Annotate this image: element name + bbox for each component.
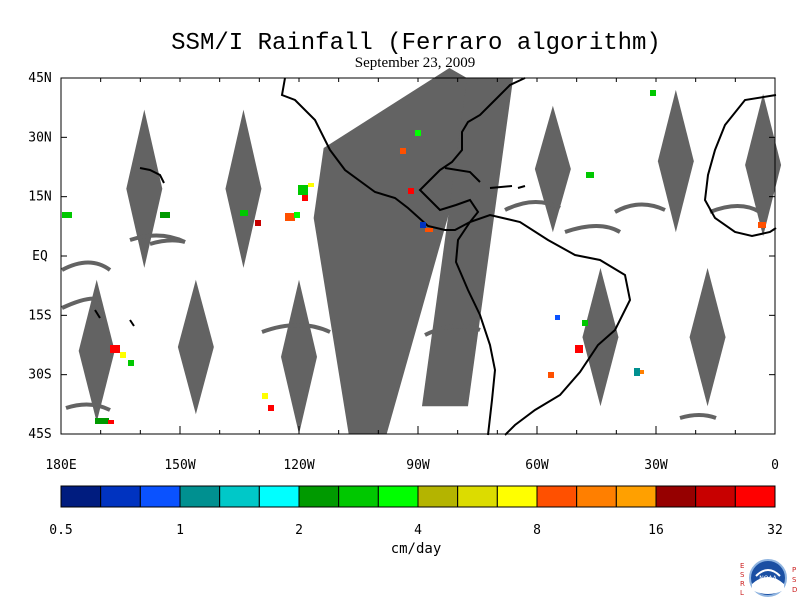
colorbar-tick-label: 2 xyxy=(295,523,303,538)
africa-coast xyxy=(703,94,777,238)
no-data-arcs xyxy=(61,200,762,420)
colorbar-swatch xyxy=(219,485,260,508)
no-data-swath xyxy=(745,93,782,237)
colorbar-swatch xyxy=(576,485,617,508)
no-data-swath xyxy=(313,68,485,434)
longitude-tick-label: 180E xyxy=(45,458,76,473)
longitude-tick-label: 30W xyxy=(644,458,668,473)
colorbar-swatch xyxy=(615,485,657,508)
no-data-swath xyxy=(281,279,317,434)
logo-letter-left-2: S xyxy=(740,571,745,579)
logo-letter-right-3: D xyxy=(792,586,797,594)
logo-letter-right-2: S xyxy=(792,576,797,584)
colorbar-swatch xyxy=(100,485,141,508)
south-america-coast xyxy=(454,213,632,436)
colorbar-tick-label: 16 xyxy=(648,523,664,538)
colorbar-swatch xyxy=(139,485,181,508)
longitude-tick-label: 90W xyxy=(406,458,430,473)
coastlines xyxy=(94,77,777,436)
colorbar-tick-label: 32 xyxy=(767,523,783,538)
hawaii-islands xyxy=(139,167,165,184)
colorbar xyxy=(60,485,776,508)
latitude-tick-label: 30S xyxy=(28,368,51,383)
caribbean-islands xyxy=(444,167,526,189)
colorbar-swatch xyxy=(179,485,221,508)
latitude-axis: 45N 30N 15N EQ 15S 30S 45S xyxy=(28,71,775,442)
colorbar-tick-label: 0.5 xyxy=(49,523,72,538)
logo-letter-right-1: P xyxy=(792,566,796,574)
colorbar-swatch xyxy=(655,485,697,508)
logo-letter-left-4: L xyxy=(740,589,744,597)
no-data-swath xyxy=(225,109,262,268)
longitude-tick-label: 120W xyxy=(283,458,314,473)
map-subtitle: September 23, 2009 xyxy=(354,55,476,71)
colorbar-tick-label: 4 xyxy=(414,523,422,538)
no-data-swath xyxy=(126,109,163,268)
no-data-swath xyxy=(177,279,214,415)
colorbar-tick-labels: 0.5 1 2 4 8 16 32 xyxy=(49,523,783,538)
colorbar-swatch xyxy=(258,485,300,508)
no-data-swath xyxy=(657,89,694,233)
colorbar-units: cm/day xyxy=(390,541,442,557)
pacific-islands xyxy=(94,309,135,327)
logo-letter-left-1: E xyxy=(740,562,744,570)
colorbar-swatch xyxy=(536,485,578,508)
logo-letter-left-3: R xyxy=(740,580,745,588)
colorbar-swatch xyxy=(695,485,736,508)
latitude-tick-label: 15S xyxy=(28,308,51,323)
colorbar-swatch xyxy=(734,485,776,508)
no-data-swaths xyxy=(78,68,782,434)
noaa-logo: NOAA E S R L P S D xyxy=(740,559,797,597)
colorbar-swatch xyxy=(60,485,102,508)
colorbar-tick-label: 8 xyxy=(533,523,541,538)
colorbar-swatch xyxy=(457,485,498,508)
longitude-tick-label: 150W xyxy=(164,458,195,473)
no-data-swath xyxy=(421,78,514,407)
colorbar-swatch xyxy=(496,485,538,508)
no-data-swath xyxy=(534,105,571,233)
no-data-swath xyxy=(582,267,619,407)
latitude-tick-label: 45N xyxy=(28,71,51,86)
colorbar-swatch xyxy=(377,485,419,508)
latitude-tick-label: EQ xyxy=(32,249,48,264)
longitude-axis: 180E 150W 120W 90W 60W 30W 0 xyxy=(45,78,779,473)
colorbar-swatch xyxy=(417,485,459,508)
colorbar-tick-label: 1 xyxy=(176,523,184,538)
noaa-logo-text: NOAA xyxy=(759,575,777,582)
no-data-swath xyxy=(78,279,115,423)
latitude-tick-label: 45S xyxy=(28,427,51,442)
latitude-tick-label: 30N xyxy=(28,130,51,145)
map-title: SSM/I Rainfall (Ferraro algorithm) xyxy=(171,30,661,57)
rainfall-patches xyxy=(62,90,766,424)
no-data-swath xyxy=(689,267,726,407)
colorbar-swatch xyxy=(338,485,379,508)
latitude-tick-label: 15N xyxy=(28,190,51,205)
longitude-tick-label: 0 xyxy=(771,458,779,473)
longitude-tick-label: 60W xyxy=(525,458,549,473)
colorbar-swatch xyxy=(298,485,340,508)
north-america-coast xyxy=(280,77,526,231)
